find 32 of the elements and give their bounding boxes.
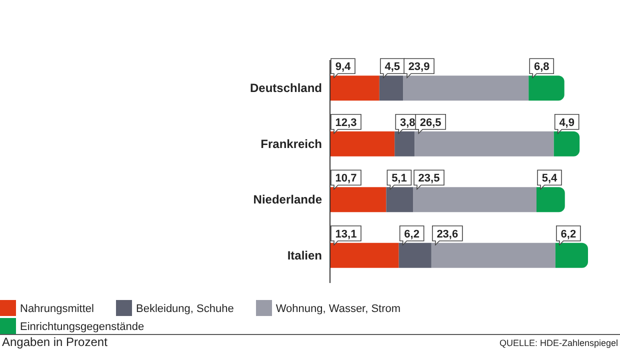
y-tick-label: Niederlande [253, 192, 322, 207]
data-label: 23,9 [408, 61, 430, 74]
data-label: 23,6 [436, 228, 458, 240]
y-tick-label: Frankreich [260, 136, 322, 151]
data-label: 9,4 [335, 61, 352, 74]
text: Angaben in Prozent [2, 335, 108, 349]
legend-label: Wohnung, Wasser, Strom [276, 303, 401, 315]
data-label: 10,7 [335, 172, 357, 185]
data-label: 13,1 [335, 228, 357, 240]
data-label: 26,5 [420, 116, 442, 129]
legend-label: Einrichtungsgegenstände [20, 321, 144, 333]
bar [431, 242, 556, 268]
data-label: 5,1 [392, 172, 407, 185]
bar [330, 242, 399, 268]
data-label: 3,8 [400, 116, 416, 129]
bar [330, 131, 395, 156]
data-label: 23,5 [418, 172, 440, 185]
legend-label: Bekleidung, Schuhe [136, 303, 234, 315]
data-label: 12,3 [335, 116, 357, 129]
source-note: QUELLE: HDE-Zahlenspiegel [499, 338, 618, 348]
data-label: 6,2 [404, 228, 420, 240]
bar [414, 131, 554, 156]
y-tick-label: Italien [287, 248, 322, 262]
bar [403, 76, 529, 101]
data-label: 4,5 [384, 61, 400, 74]
data-label: 5,4 [542, 172, 558, 185]
bar [413, 187, 537, 212]
y-tick-label: Deutschland [250, 81, 322, 96]
data-label: 6,2 [560, 228, 576, 240]
legend-label: Nahrungsmittel [20, 303, 94, 315]
data-label: 4,9 [559, 116, 574, 129]
data-label: 6,8 [534, 61, 550, 74]
